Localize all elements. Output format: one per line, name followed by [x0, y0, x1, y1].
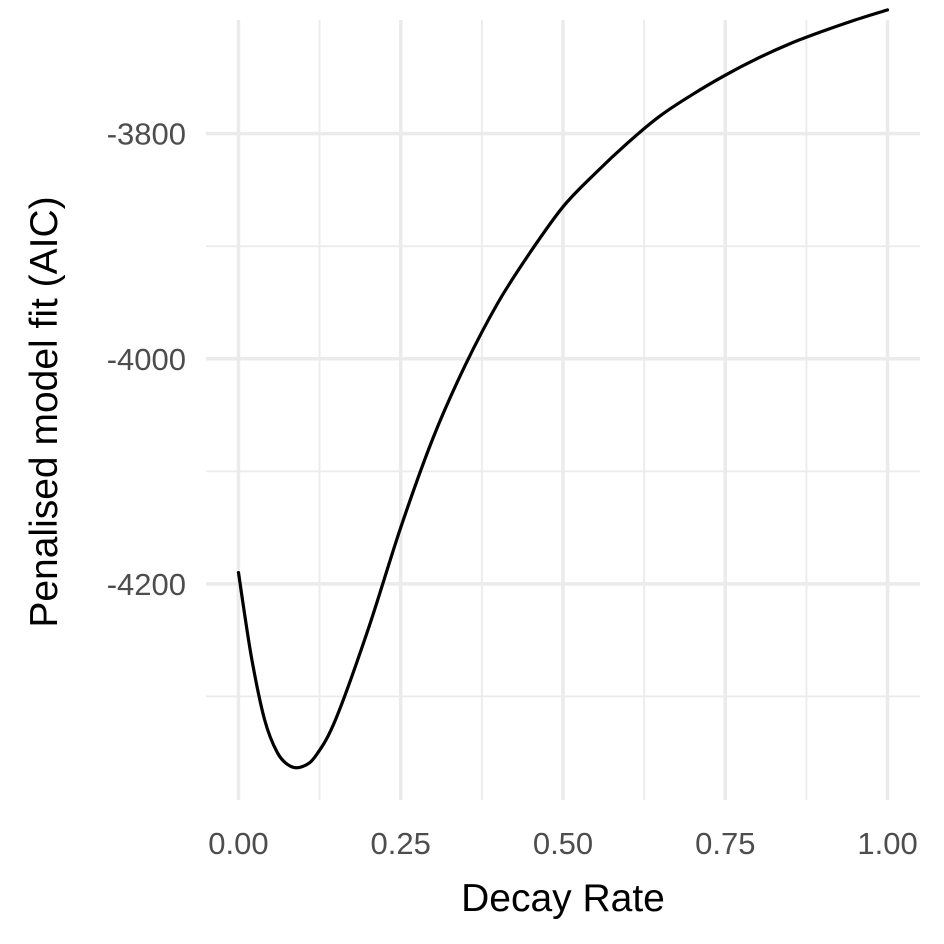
y-axis-title: Penalised model fit (AIC) — [23, 196, 66, 627]
tick-label-layer: 0.00 0.25 0.50 0.75 1.00 -4200 -4000 -3800 — [107, 117, 918, 861]
x-tick-label: 0.75 — [695, 826, 755, 861]
x-tick-label: 0.00 — [208, 826, 268, 861]
x-tick-label: 0.50 — [533, 826, 593, 861]
x-tick-label: 1.00 — [857, 826, 917, 861]
y-tick-label: -4200 — [107, 567, 186, 602]
grid-layer — [206, 20, 920, 800]
line-layer — [236, 8, 890, 770]
x-tick-label: 0.25 — [371, 826, 431, 861]
y-tick-label: -4000 — [107, 342, 186, 377]
y-tick-label: -3800 — [107, 117, 186, 152]
x-axis-title: Decay Rate — [461, 877, 665, 920]
aic-series-line — [236, 8, 890, 770]
